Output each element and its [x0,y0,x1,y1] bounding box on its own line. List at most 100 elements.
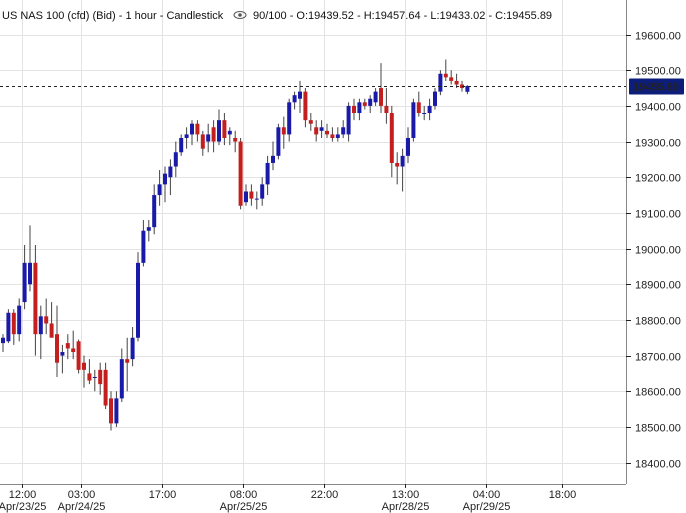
candle-body-down [55,334,59,363]
candle-body-down [362,102,367,106]
candle-body-down [384,105,389,114]
candle-body-down [11,312,16,335]
y-tick-label: 19400.00 [635,102,681,114]
candle-body-down [211,127,216,142]
candle-body-down [379,88,383,106]
candle-body-down [325,130,329,135]
y-tick-label: 18400.00 [635,459,681,471]
candle-body-up [92,376,97,378]
candle-body-up [168,166,173,178]
candle-body-up [265,162,270,185]
y-tick-label: 18800.00 [635,316,681,328]
candle-body-up [184,134,189,138]
candle-body-up [276,127,281,156]
y-tick-label: 19300.00 [635,138,681,150]
x-tick-time-label: 18:00 [549,489,577,501]
current-price-tag-background [629,78,684,95]
candle-body-down [308,120,313,124]
candle-body-down [395,162,400,167]
candle-body-down [195,123,200,135]
candle-body-down [65,343,70,349]
candle-body-up [438,73,443,92]
x-tick-time-label: 04:00 [473,489,501,501]
x-tick-date-label: Apr/25/25 [220,501,268,513]
candle-body-up [433,91,437,106]
candle-body-up [38,316,43,335]
candle-body-up [271,155,275,163]
candle-body-down [454,80,459,85]
candle-body-up [319,127,324,131]
candle-body-down [71,348,76,353]
x-tick-time-label: 08:00 [230,489,258,501]
chart-header: US NAS 100 (cfd) (Bid) - 1 hour - Candle… [2,10,552,22]
candle-body-up [22,262,27,303]
y-tick-label: 18900.00 [635,280,681,292]
candle-body-down [200,134,205,149]
candle-body-up [136,262,140,338]
candle-body-up [60,352,65,356]
candle-body-up [287,102,292,135]
candle-body-up [6,312,11,342]
candle-body-down [76,341,81,370]
candle-body-up [357,102,362,114]
x-tick-time-label: 03:00 [68,489,96,501]
candle-body-down [449,77,454,81]
candle-body-down [87,373,92,381]
instrument-label: US NAS 100 (cfd) (Bid) - 1 hour - Candle… [2,10,224,22]
candle-body-up [1,337,5,344]
candle-body-down [303,91,308,121]
candle-bodies [1,73,470,424]
x-tick-time-label: 12:00 [9,489,37,501]
candle-body-up [206,134,211,142]
candle-body-up [227,130,232,135]
candle-body-up [406,137,410,156]
candle-body-down [33,262,38,335]
current-price-tag: 19455.89 [629,78,684,95]
candle-body-up [17,305,22,335]
candle-body-up [260,184,265,199]
x-tick-time-label: 22:00 [311,489,339,501]
candle-body-down [82,362,86,370]
candle-body-up [217,120,221,142]
eye-icon[interactable] [233,11,247,19]
candle-body-up [341,127,346,135]
candle-body-down [330,134,335,138]
y-tick-label: 19100.00 [635,209,681,221]
candle-body-up [130,337,135,360]
candle-body-down [109,398,113,424]
x-tick-time-label: 17:00 [149,489,177,501]
candle-body-down [98,369,103,385]
candle-body-up [422,113,427,115]
candle-body-up [141,230,146,263]
candle-body-up [368,98,373,106]
candle-body-up [152,195,157,228]
candle-body-down [416,102,421,114]
x-tick-time-label: 13:00 [392,489,420,501]
y-tick-label: 18500.00 [635,423,681,435]
y-tick-label: 19500.00 [635,66,681,78]
y-tick-label: 18700.00 [635,352,681,364]
candle-body-down [233,137,238,142]
candle-body-down [249,191,254,199]
candle-body-down [238,141,243,206]
y-tick-label: 19000.00 [635,245,681,257]
candle-body-down [49,323,54,338]
candle-body-up [254,198,259,200]
candle-body-down [314,127,319,135]
candle-body-down [352,105,356,114]
candle-body-down [44,316,49,324]
candle-body-up [157,184,162,196]
y-tick-label: 19200.00 [635,173,681,185]
candle-body-up [335,134,340,138]
candle-body-up [244,191,248,203]
candle-body-up [465,85,470,92]
candle-body-up [411,102,416,138]
candle-body-up [346,105,351,135]
candle-body-down [389,113,394,163]
ohlc-label: 90/100 - O:19439.52 - H:19457.64 - L:194… [253,10,552,22]
candle-body-down [222,120,227,138]
grid-lines [0,0,626,484]
